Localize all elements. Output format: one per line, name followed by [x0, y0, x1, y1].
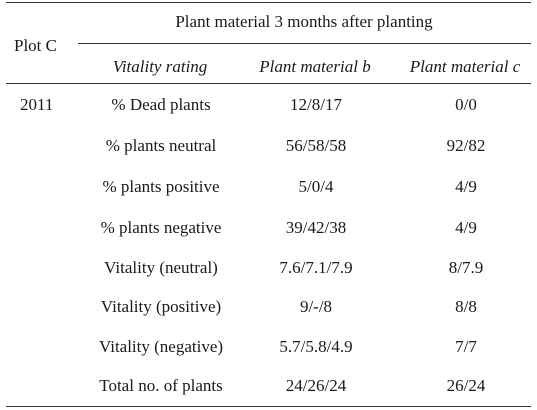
group-header: Plant material 3 months after planting: [175, 12, 433, 31]
column-header-plant-material-b: Plant material b: [259, 57, 371, 76]
cell-plant-material-c: 0/0: [455, 95, 477, 114]
cell-plant-material-b: 7.6/7.1/7.9: [279, 258, 353, 277]
cell-plant-material-b: 5.7/5.8/4.9: [279, 337, 353, 356]
cell-plant-material-c: 8/7.9: [448, 258, 484, 277]
table-top-rule: [6, 2, 531, 3]
row-label: Vitality (positive): [100, 297, 222, 316]
row-label: Total no. of plants: [99, 376, 223, 395]
cell-plant-material-b: 39/42/38: [285, 218, 347, 237]
cell-plant-material-c: 4/9: [455, 218, 477, 237]
row-label: % plants neutral: [105, 136, 217, 155]
header-bottom-rule: [6, 83, 531, 84]
column-header-plant-material-c: Plant material c: [409, 57, 521, 76]
cell-plant-material-b: 56/58/58: [285, 136, 347, 155]
plot-label: Plot C: [14, 36, 57, 55]
row-label: % plants positive: [102, 177, 220, 196]
year-label: 2011: [20, 95, 54, 114]
cell-plant-material-c: 4/9: [455, 177, 477, 196]
cell-plant-material-c: 8/8: [455, 297, 477, 316]
cell-plant-material-b: 5/0/4: [298, 177, 334, 196]
cell-plant-material-b: 9/-/8: [299, 297, 333, 316]
cell-plant-material-b: 12/8/17: [290, 95, 342, 114]
row-label: Vitality (neutral): [104, 258, 218, 277]
row-label: % plants negative: [100, 218, 222, 237]
group-header-rule: [78, 43, 531, 44]
cell-plant-material-c: 26/24: [446, 376, 486, 395]
cell-plant-material-c: 7/7: [455, 337, 477, 356]
row-label: % Dead plants: [111, 95, 211, 114]
column-header-vitality: Vitality rating: [112, 57, 208, 76]
cell-plant-material-c: 92/82: [446, 136, 486, 155]
cell-plant-material-b: 24/26/24: [285, 376, 347, 395]
row-label: Vitality (negative): [98, 337, 224, 356]
table-bottom-rule: [6, 406, 531, 407]
